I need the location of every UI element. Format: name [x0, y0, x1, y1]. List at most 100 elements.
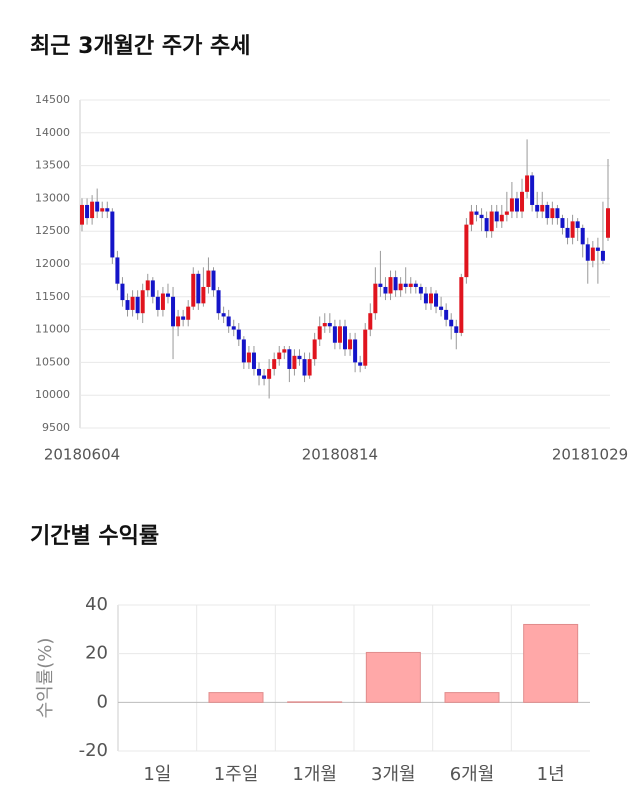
candle-body	[403, 283, 408, 287]
candle-body	[550, 208, 555, 219]
candle-body	[418, 286, 423, 294]
candle-body	[337, 326, 342, 343]
candle-body	[423, 293, 428, 304]
candle-body	[469, 211, 474, 225]
y-tick-label: 10500	[35, 355, 70, 368]
candle-body	[241, 339, 246, 363]
candle-body	[413, 283, 418, 287]
candle-body	[110, 211, 115, 258]
y-tick-label: 20	[85, 643, 108, 664]
x-tick-label: 20180814	[302, 446, 378, 464]
candle-body	[191, 273, 196, 307]
x-tick-label: 1일	[143, 764, 171, 785]
candle-body	[474, 211, 479, 215]
candle-body	[383, 286, 388, 294]
y-tick-label: 9500	[42, 421, 70, 434]
candle-body	[464, 224, 469, 278]
candle-body	[297, 355, 302, 360]
y-tick-label: 0	[97, 691, 108, 712]
candle-body	[287, 349, 292, 369]
candle-body	[428, 293, 433, 304]
candle-body	[545, 204, 550, 219]
candle-body	[444, 309, 449, 320]
candle-body	[378, 283, 383, 287]
candle-body	[100, 208, 105, 212]
candle-body	[585, 244, 590, 261]
candle-body	[272, 359, 277, 369]
candle-body	[560, 218, 565, 228]
y-tick-label: 11000	[35, 323, 70, 336]
candle-body	[525, 175, 530, 192]
candle-body	[540, 204, 545, 212]
candle-body	[165, 293, 170, 297]
y-tick-label: 14000	[35, 126, 70, 139]
y-tick-label: 10000	[35, 388, 70, 401]
candle-body	[120, 283, 125, 301]
candle-body	[211, 270, 216, 291]
candle-body	[226, 316, 231, 327]
candle-body	[135, 296, 140, 314]
candle-body	[140, 290, 145, 314]
candle-body	[514, 198, 519, 212]
candle-body	[307, 359, 312, 376]
candle-body	[489, 211, 494, 232]
candle-body	[257, 368, 262, 376]
candle-body	[282, 349, 287, 353]
candle-body	[570, 221, 575, 238]
candle-body	[434, 293, 439, 307]
candle-body	[221, 313, 226, 317]
candle-body	[454, 326, 459, 333]
candle-body	[236, 329, 241, 340]
candle-body	[555, 208, 560, 219]
candle-body	[388, 277, 393, 294]
candle-body	[494, 211, 499, 222]
candle-body	[373, 283, 378, 314]
bar	[444, 692, 500, 703]
candle-body	[160, 293, 165, 310]
candle-body	[312, 339, 317, 360]
bar	[365, 651, 421, 703]
candle-body	[580, 227, 585, 245]
candle-body	[85, 204, 90, 219]
y-tick-label: 12000	[35, 257, 70, 270]
candle-body	[150, 280, 155, 297]
candle-body	[479, 214, 484, 219]
candle-body	[530, 175, 535, 205]
candle-body	[262, 375, 267, 379]
candle-body	[125, 300, 130, 310]
candle-body	[535, 204, 540, 212]
candle-body	[363, 329, 368, 366]
candle-body	[575, 221, 580, 228]
candle-body	[332, 326, 337, 343]
candle-body	[196, 273, 201, 304]
candle-body	[292, 355, 297, 369]
candle-body	[348, 339, 353, 350]
candle-body	[267, 368, 272, 379]
candle-body	[606, 208, 610, 238]
candle-body	[439, 306, 444, 310]
candle-body	[302, 359, 307, 376]
x-tick-label: 20181029	[552, 446, 628, 464]
candle-body	[186, 306, 191, 320]
candle-body	[459, 277, 464, 333]
candle-body	[145, 280, 150, 291]
candle-body	[600, 250, 605, 261]
y-axis-label: 수익률(%)	[35, 638, 56, 719]
x-tick-label: 1년	[537, 764, 565, 785]
candle-body	[251, 352, 256, 369]
candle-body	[368, 313, 373, 330]
candle-body	[504, 211, 509, 215]
y-tick-label: 11500	[35, 290, 70, 303]
chart-title: 기간별 수익률	[30, 524, 159, 549]
x-tick-label: 20180604	[44, 446, 120, 464]
candle-body	[90, 201, 95, 219]
candle-body	[80, 204, 84, 225]
candle-body	[343, 326, 347, 350]
x-tick-label: 1주일	[214, 764, 259, 785]
candle-body	[353, 339, 358, 363]
candle-body	[231, 326, 236, 330]
x-tick-label: 3개월	[371, 764, 416, 785]
candle-body	[590, 247, 595, 261]
candle-body	[176, 316, 181, 327]
